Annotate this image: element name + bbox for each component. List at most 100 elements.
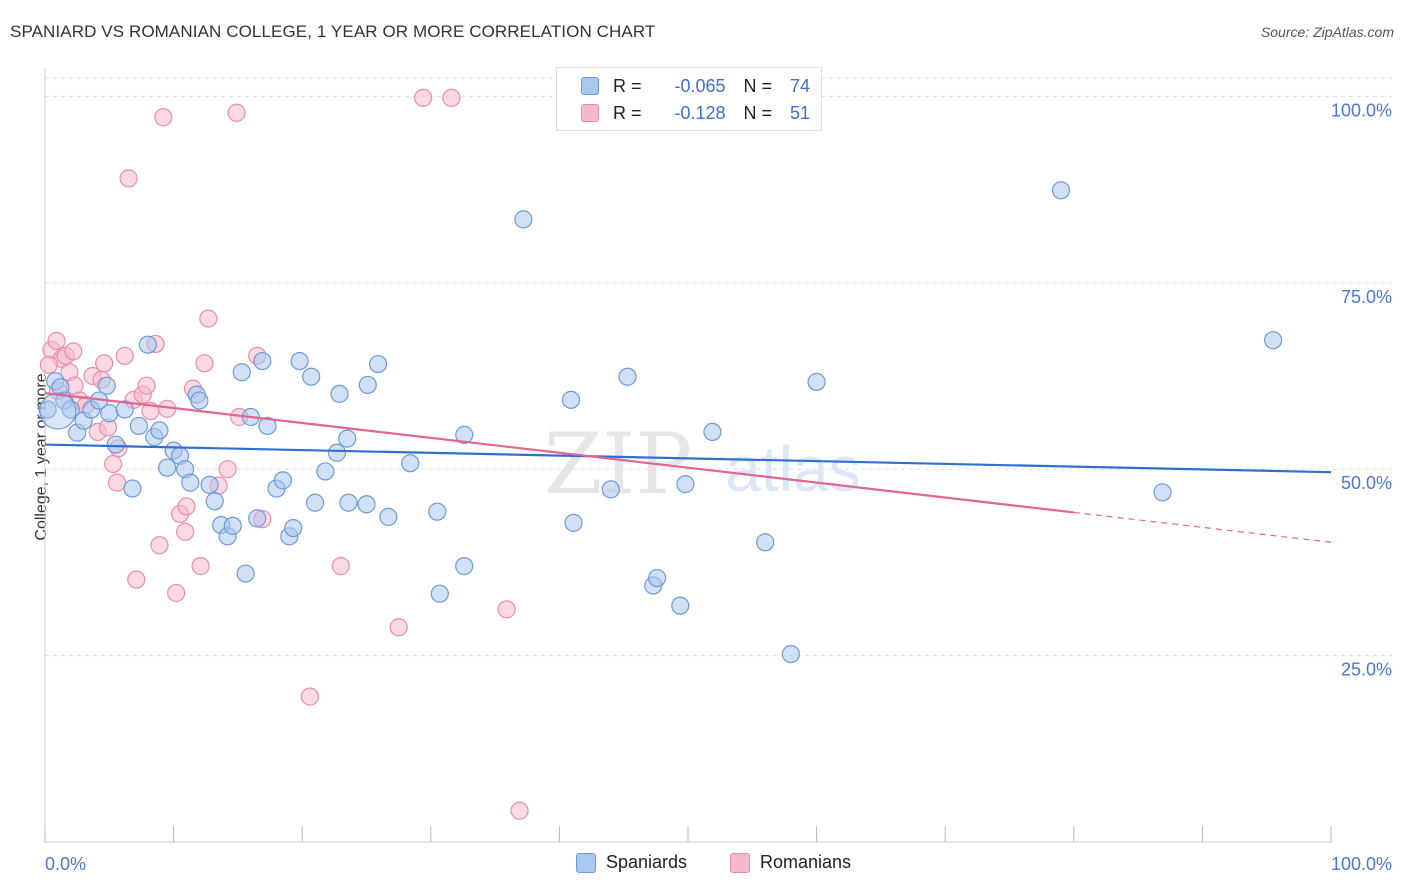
n-label: N = — [743, 75, 773, 96]
spaniards-point — [39, 392, 77, 430]
n-value-romanians: 51 — [790, 102, 811, 123]
romanians-point — [107, 473, 127, 492]
series-legend: Spaniards Romanians — [0, 852, 1406, 876]
spaniards-point — [330, 384, 349, 403]
spaniards-legend-swatch — [576, 852, 596, 873]
spaniards-point — [232, 363, 251, 382]
romanians-point — [64, 342, 83, 361]
romanians-point — [127, 570, 146, 589]
watermark-zip: ZIP — [544, 415, 692, 513]
spaniards-point — [781, 645, 800, 664]
y-tick-label: 75.0% — [1341, 287, 1392, 307]
spaniards-point — [138, 335, 157, 354]
spaniards-point — [284, 518, 303, 538]
spaniards-point — [357, 495, 376, 514]
romanians-point — [39, 355, 58, 374]
spaniards-point — [455, 425, 474, 444]
spaniards-point — [430, 584, 449, 603]
spaniards-point — [273, 471, 293, 490]
romanians-point — [137, 376, 156, 395]
romanians-point — [218, 460, 237, 479]
correlation-legend: R = -0.065 N = 74 R = -0.128 N = 51 — [556, 67, 822, 131]
romanians-point — [154, 108, 173, 127]
spaniards-point — [401, 454, 420, 473]
spaniards-point — [123, 479, 142, 498]
r-value-spaniards: -0.065 — [674, 75, 726, 96]
trend-lines — [44, 392, 1332, 543]
spaniards-point — [129, 416, 148, 436]
spaniards-point — [1051, 181, 1071, 200]
spaniards-point — [190, 391, 209, 410]
legend-row-spaniards: R = -0.065 N = 74 — [581, 74, 810, 98]
romanians-point — [195, 354, 214, 373]
romanians-point — [413, 88, 433, 107]
spaniards-point — [671, 596, 690, 615]
spaniards-point — [703, 422, 722, 442]
watermark-atlas: atlas — [725, 433, 860, 505]
spaniards-point — [316, 462, 335, 481]
spaniards-point — [200, 475, 219, 494]
romanians-legend-swatch — [730, 852, 750, 873]
romanians-point — [176, 522, 195, 541]
spaniards-point — [358, 375, 377, 395]
romanians-point — [104, 454, 123, 474]
spaniards-point — [115, 400, 134, 419]
x-tick-label-min: 0.0% — [45, 854, 86, 874]
spaniards-swatch — [581, 77, 599, 95]
spaniards-point — [648, 568, 667, 588]
romanians-trend-extension — [1073, 511, 1332, 543]
spaniards-point — [379, 507, 398, 527]
romanians-point — [331, 557, 350, 576]
spaniards-point — [368, 354, 388, 374]
spaniards-point — [338, 429, 357, 448]
romanians-point — [300, 687, 320, 706]
spaniards-point — [756, 533, 775, 552]
spaniards-point — [181, 473, 200, 492]
spaniards-trend-line — [44, 443, 1332, 474]
romanians-point — [227, 103, 246, 122]
spaniards-point — [807, 372, 826, 392]
legend-row-romanians: R = -0.128 N = 51 — [581, 101, 810, 125]
romanians-point — [199, 309, 218, 328]
spaniards-point — [258, 416, 277, 436]
legend-item-romanians[interactable]: Romanians — [730, 852, 851, 873]
axes — [44, 68, 1332, 843]
spaniards-point — [561, 390, 581, 409]
romanians-point — [47, 331, 66, 351]
r-value-romanians: -0.128 — [674, 102, 726, 123]
romanians-point — [442, 88, 461, 107]
x-tick-label-max: 100.0% — [1331, 854, 1392, 874]
romanians-point — [177, 497, 196, 516]
romanians-point — [115, 346, 134, 365]
y-tick-label: 50.0% — [1341, 473, 1392, 493]
spaniards-point — [601, 480, 620, 499]
spaniards-point — [327, 443, 347, 462]
spaniards-point — [205, 492, 224, 511]
romanians-point — [95, 354, 114, 373]
romanians-points — [39, 88, 529, 820]
romanians-point — [167, 583, 186, 603]
y-tick-label: 100.0% — [1331, 100, 1392, 120]
spaniards-point — [618, 367, 637, 386]
spaniards-point — [428, 502, 447, 521]
spaniards-point — [158, 458, 177, 477]
spaniards-point — [514, 210, 533, 229]
legend-item-spaniards[interactable]: Spaniards — [576, 852, 687, 873]
spaniards-point — [290, 351, 309, 371]
watermark: ZIP atlas — [544, 415, 861, 513]
spaniards-point — [305, 493, 325, 512]
spaniards-point — [248, 509, 267, 528]
y-tick-label: 25.0% — [1341, 660, 1392, 680]
romanians-trend-line — [44, 392, 1074, 514]
legend-label-spaniards: Spaniards — [606, 852, 688, 872]
romanians-point — [119, 169, 138, 188]
r-label: R = — [613, 102, 642, 123]
romanians-point — [150, 536, 169, 555]
romanians-point — [497, 600, 516, 619]
spaniards-point — [1264, 331, 1283, 350]
spaniards-point — [302, 367, 321, 386]
chart-title: SPANIARD VS ROMANIAN COLLEGE, 1 YEAR OR … — [10, 22, 656, 41]
spaniards-point — [564, 513, 583, 532]
n-value-spaniards: 74 — [790, 75, 811, 96]
